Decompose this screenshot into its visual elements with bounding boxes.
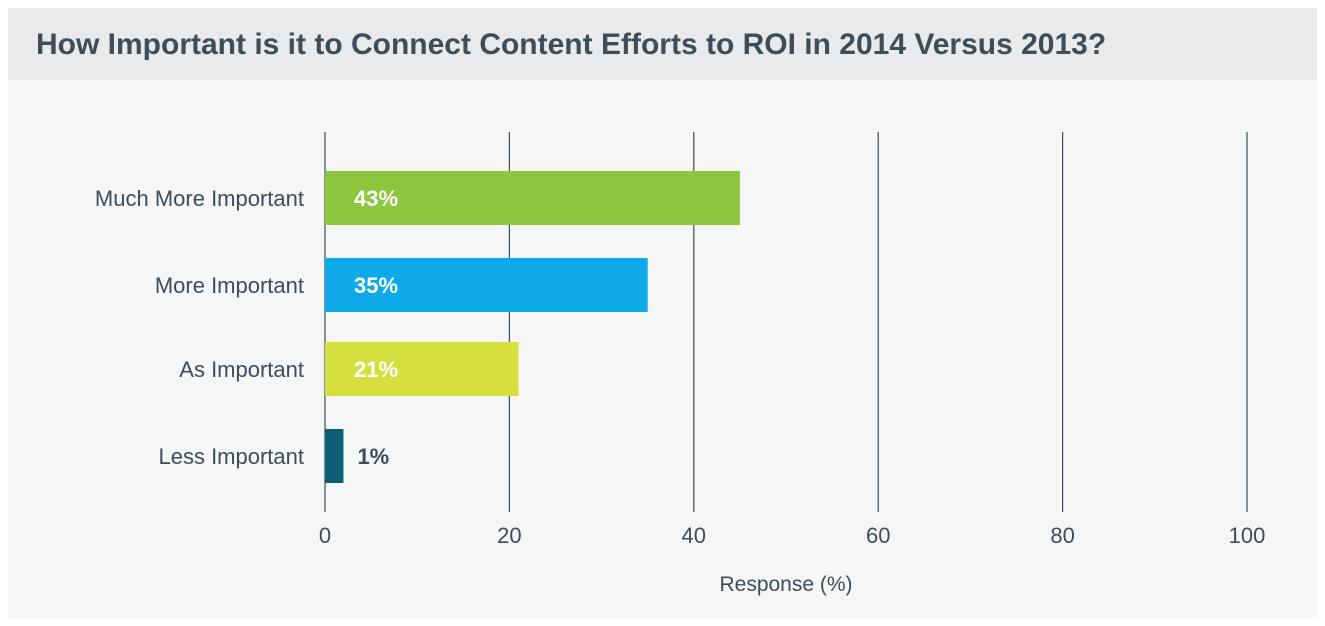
data-label-0: 43%	[354, 186, 398, 211]
chart-frame: How Important is it to Connect Content E…	[8, 8, 1317, 618]
data-label-2: 21%	[354, 357, 398, 382]
chart-title: How Important is it to Connect Content E…	[36, 28, 1107, 61]
bar-0	[325, 171, 740, 225]
bar-2	[325, 342, 519, 396]
data-label-3: 1%	[357, 444, 389, 469]
category-label-2: As Important	[179, 357, 304, 382]
category-label-0: Much More Important	[95, 186, 304, 211]
x-tick-label-60: 60	[866, 523, 890, 548]
bar-1	[325, 258, 648, 312]
category-label-3: Less Important	[158, 444, 304, 469]
category-label-1: More Important	[155, 273, 304, 298]
title-band: How Important is it to Connect Content E…	[8, 8, 1317, 80]
bar-3	[325, 429, 344, 483]
x-tick-label-20: 20	[497, 523, 521, 548]
x-tick-label-40: 40	[682, 523, 706, 548]
x-tick-label-0: 0	[319, 523, 331, 548]
data-label-1: 35%	[354, 273, 398, 298]
x-tick-label-80: 80	[1050, 523, 1074, 548]
x-axis-title: Response (%)	[719, 573, 852, 596]
x-tick-label-100: 100	[1229, 523, 1266, 548]
